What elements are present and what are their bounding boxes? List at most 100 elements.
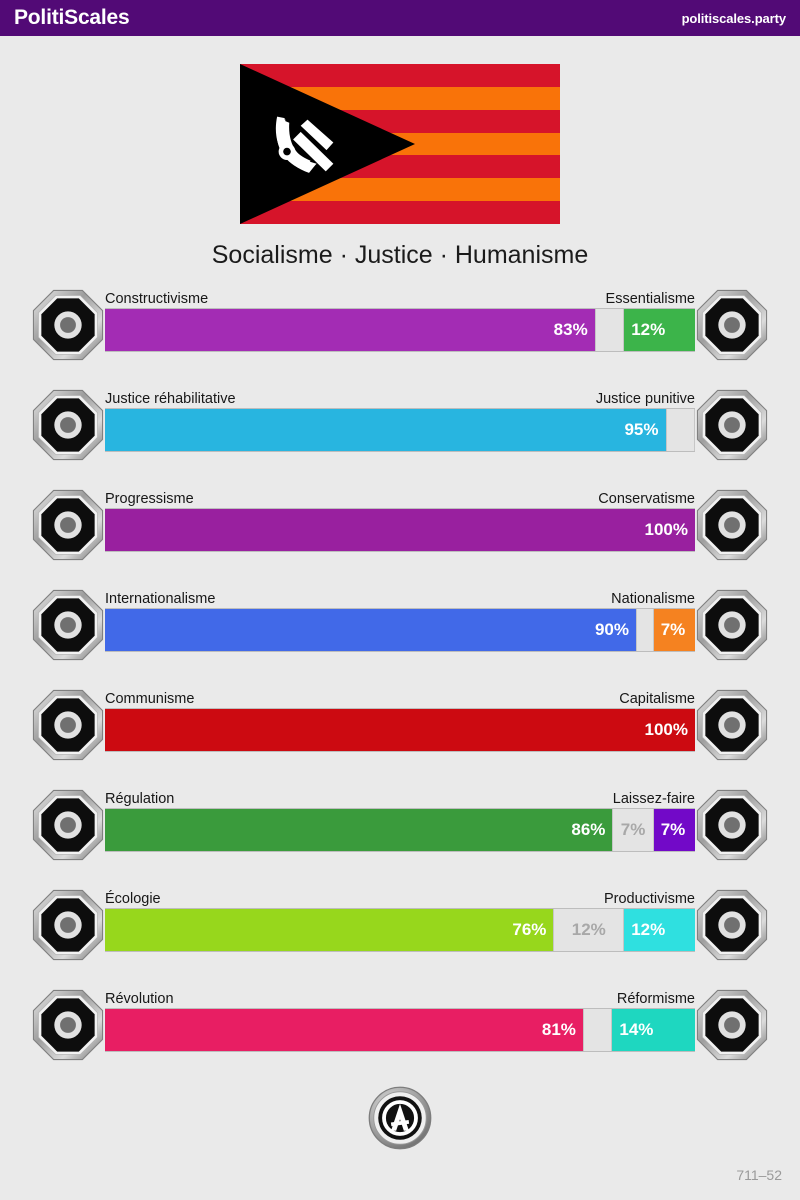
axis-left-value: 90% xyxy=(594,620,629,639)
reformisme-icon xyxy=(696,989,768,1061)
axis-neutral-segment: 5% xyxy=(582,1009,613,1051)
axis-left-segment: 100% xyxy=(105,709,695,751)
axis-right-label: Productivisme xyxy=(603,891,695,907)
axis-row: Écologie Productivisme 76% 12% 12% xyxy=(0,883,800,983)
justice-rehabilitative-icon xyxy=(32,389,104,461)
axis-right-value: 14% xyxy=(619,1020,654,1039)
axis-row: Révolution Réformisme 81% 5% 14% xyxy=(0,983,800,1083)
anarchy-a-badge-icon xyxy=(368,1086,432,1150)
axis-left-value: 100% xyxy=(644,520,688,539)
axis-right-label: Nationalisme xyxy=(611,591,695,607)
axis-left-label: Justice réhabilitative xyxy=(105,391,236,407)
axis-left-segment: 81% xyxy=(105,1009,583,1051)
axis-bar: 95% 5% 0% xyxy=(105,408,695,452)
axis-bar: 90% 3% 7% xyxy=(105,608,695,652)
axis-row: Constructivisme Essentialisme 83% 5% 12% xyxy=(0,283,800,383)
result-code-label: 711–52 xyxy=(736,1167,782,1183)
axis-left-segment: 76% xyxy=(105,909,554,951)
axis-left-value: 83% xyxy=(553,320,588,339)
axis-row: Internationalisme Nationalisme 90% 3% 7% xyxy=(0,583,800,683)
internationalisme-icon xyxy=(32,589,104,661)
axis-left-segment: 90% xyxy=(105,609,636,651)
axis-right-label: Conservatisme xyxy=(598,491,695,507)
axis-labels: Justice réhabilitative Justice punitive xyxy=(105,383,695,407)
justice-punitive-icon xyxy=(696,389,768,461)
productivisme-icon xyxy=(696,889,768,961)
anarcho-communist-flag xyxy=(240,64,560,224)
result-flag-container xyxy=(0,64,800,224)
axis-left-value: 100% xyxy=(644,720,688,739)
footer-badge-container xyxy=(0,1086,800,1150)
axis-right-label: Justice punitive xyxy=(595,391,695,407)
constructivisme-icon xyxy=(32,289,104,361)
hammer-and-sickle-icon xyxy=(275,116,334,173)
communisme-icon xyxy=(32,689,104,761)
axis-row: Régulation Laissez-faire 86% 7% 7% xyxy=(0,783,800,883)
axis-row: Progressisme Conservatisme 100% 0% 0% xyxy=(0,483,800,583)
axis-bar: 83% 5% 12% xyxy=(105,308,695,352)
axis-right-value: 12% xyxy=(631,320,666,339)
axis-neutral-segment: 7% xyxy=(612,809,654,851)
axis-bar: 86% 7% 7% xyxy=(105,808,695,852)
capitalisme-icon xyxy=(696,689,768,761)
axis-neutral-segment: 5% xyxy=(665,409,695,451)
axis-labels: Progressisme Conservatisme xyxy=(105,483,695,507)
nationalisme-icon xyxy=(696,589,768,661)
axis-left-segment: 86% xyxy=(105,809,613,851)
result-title: Socialisme · Justice · Humanisme xyxy=(211,241,589,269)
axis-neutral-value: 12% xyxy=(571,920,606,939)
results-sheet: Socialisme · Justice · Humanisme xyxy=(0,36,800,1200)
axis-labels: Régulation Laissez-faire xyxy=(105,783,695,807)
axis-left-segment: 95% xyxy=(105,409,666,451)
axis-bar: 100% 0% 0% xyxy=(105,508,695,552)
axis-left-label: Internationalisme xyxy=(105,591,216,607)
axis-left-label: Écologie xyxy=(105,891,161,907)
axis-row: Communisme Capitalisme 100% 0% 0% xyxy=(0,683,800,783)
axis-left-label: Communisme xyxy=(105,691,195,707)
axis-right-segment: 12% xyxy=(624,909,695,951)
app-header: PolitiScales politiscales.party xyxy=(0,0,800,36)
site-url-label: politiscales.party xyxy=(681,10,787,26)
axis-labels: Internationalisme Nationalisme xyxy=(105,583,695,607)
ecologie-icon xyxy=(32,889,104,961)
axis-labels: Révolution Réformisme xyxy=(105,983,695,1007)
axis-neutral-value: 7% xyxy=(620,820,646,839)
axis-right-segment: 12% xyxy=(624,309,695,351)
laissez-faire-icon xyxy=(696,789,768,861)
axis-bar: 81% 5% 14% xyxy=(105,1008,695,1052)
regulation-icon xyxy=(32,789,104,861)
axis-bar: 76% 12% 12% xyxy=(105,908,695,952)
axes-list: Constructivisme Essentialisme 83% 5% 12% xyxy=(0,283,800,1083)
axis-labels: Constructivisme Essentialisme xyxy=(105,283,695,307)
axis-left-value: 76% xyxy=(512,920,547,939)
axis-left-segment: 83% xyxy=(105,309,595,351)
conservatisme-icon xyxy=(696,489,768,561)
axis-left-value: 86% xyxy=(571,820,606,839)
axis-right-segment: 14% xyxy=(612,1009,695,1051)
axis-right-value: 7% xyxy=(660,820,686,839)
axis-neutral-segment: 5% xyxy=(594,309,625,351)
axis-bar: 100% 0% 0% xyxy=(105,708,695,752)
app-brand-title: PolitiScales xyxy=(14,6,130,29)
axis-right-label: Capitalisme xyxy=(619,691,695,707)
axis-left-label: Régulation xyxy=(105,791,175,807)
axis-right-label: Essentialisme xyxy=(605,291,695,307)
axis-left-label: Progressisme xyxy=(105,491,194,507)
essentialisme-icon xyxy=(696,289,768,361)
axis-labels: Écologie Productivisme xyxy=(105,883,695,907)
axis-right-label: Réformisme xyxy=(616,991,695,1007)
axis-right-segment: 7% xyxy=(653,609,695,651)
axis-labels: Communisme Capitalisme xyxy=(105,683,695,707)
axis-right-value: 12% xyxy=(631,920,666,939)
progressisme-icon xyxy=(32,489,104,561)
axis-left-segment: 100% xyxy=(105,509,695,551)
axis-right-segment: 7% xyxy=(653,809,695,851)
axis-neutral-segment: 3% xyxy=(636,609,654,651)
axis-right-label: Laissez-faire xyxy=(612,791,695,807)
axis-left-label: Révolution xyxy=(105,991,174,1007)
axis-left-value: 81% xyxy=(541,1020,576,1039)
axis-left-label: Constructivisme xyxy=(105,291,209,307)
axis-left-value: 95% xyxy=(624,420,659,439)
axis-row: Justice réhabilitative Justice punitive … xyxy=(0,383,800,483)
